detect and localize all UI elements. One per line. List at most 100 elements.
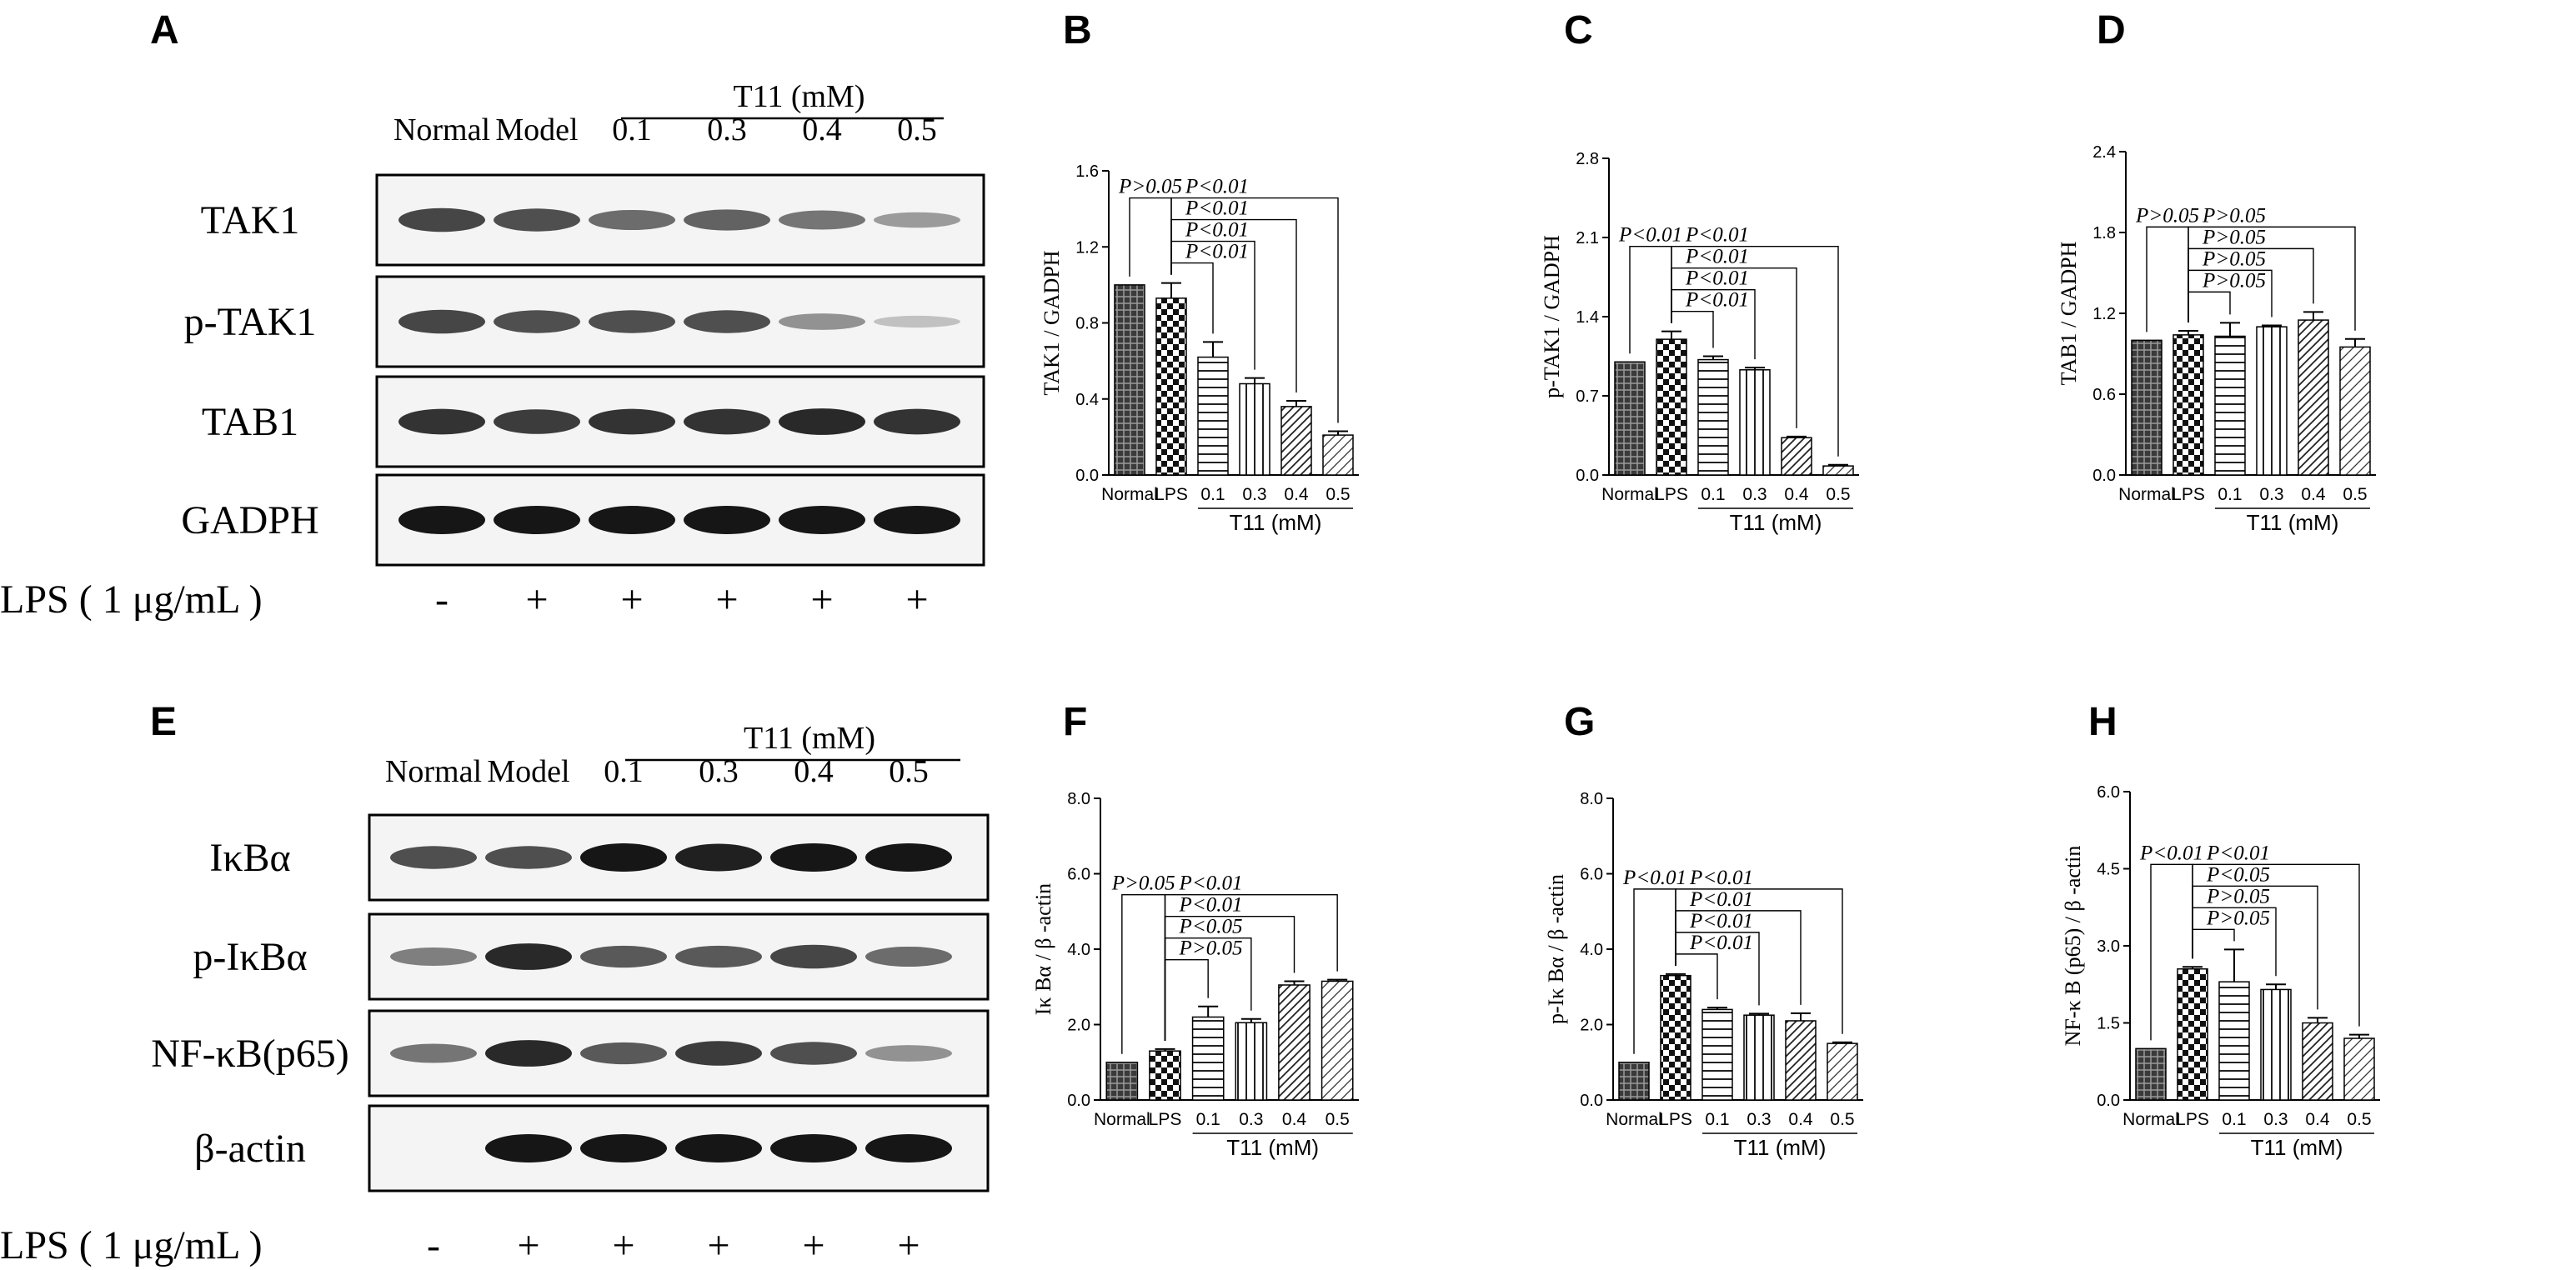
- x-tick-label: 0.1: [2222, 1110, 2246, 1129]
- blot-band: [580, 1134, 667, 1162]
- y-tick-label: 6.0: [1580, 866, 1603, 884]
- bar-0.5: [1822, 465, 1854, 476]
- x-tick-label: 0.5: [2347, 1110, 2371, 1129]
- y-tick-label: 4.0: [1067, 941, 1090, 959]
- y-tick-label: 2.0: [1067, 1017, 1090, 1035]
- bar-0.5: [1827, 1042, 1858, 1101]
- panel-letter: E: [150, 700, 177, 744]
- blot-band: [865, 946, 952, 968]
- y-axis-label: NF-κ B (p65) / β -actin: [2061, 846, 2085, 1047]
- x-tick-label: 0.3: [2263, 1110, 2288, 1129]
- blot-band: [485, 943, 572, 970]
- y-axis-label: Iκ Bα / β -actin: [1031, 883, 1055, 1015]
- blot-row-label: NF-κB(p65): [151, 1032, 349, 1076]
- significance-bracket: [1671, 245, 1839, 457]
- bar-normal: [2131, 339, 2163, 476]
- blot-band: [589, 209, 675, 231]
- blot-band: [398, 506, 485, 534]
- significance-label: P<0.01: [1689, 910, 1753, 932]
- x-tick-label: Normal: [2118, 485, 2175, 504]
- significance-bracket: [2192, 863, 2360, 1027]
- blot-row-label: TAB1: [202, 400, 298, 444]
- lane-label: 0.1: [612, 112, 652, 148]
- y-tick-label: 0.0: [2097, 1092, 2120, 1110]
- blot-band: [684, 310, 770, 333]
- blot-band: [865, 1134, 952, 1162]
- blot-band: [675, 945, 762, 968]
- significance-label: P<0.05: [2206, 863, 2270, 886]
- x-tick-label: LPS: [2176, 1110, 2209, 1129]
- blot-band: [390, 846, 477, 869]
- x-tick-label: 0.3: [1242, 485, 1266, 504]
- blot-band: [494, 409, 580, 434]
- bar-0.1: [1701, 1008, 1733, 1101]
- blot-band: [770, 843, 857, 872]
- treatment-sign: +: [620, 578, 643, 622]
- bar-0.5: [2339, 346, 2371, 476]
- significance-label: P>0.05: [2202, 248, 2266, 270]
- panel-letter: A: [150, 8, 179, 52]
- x-tick-label: 0.5: [2343, 485, 2367, 504]
- treatment-group-label: T11 (mM): [744, 721, 875, 756]
- treatment-sign: +: [802, 1223, 824, 1268]
- significance-bracket: [2188, 226, 2356, 331]
- group-label: T11 (mM): [1226, 1135, 1319, 1160]
- blot-panel-a: A T11 (mM) Normal Model 0.1 0.3 0.4 0.5 TAK1 p-TA…: [0, 8, 985, 622]
- bar-0.3: [1743, 1014, 1775, 1101]
- chart-f: F 0.0 2.0 4.0 6.0 8.0 Iκ Bα / β -actin NormalLP…: [1031, 700, 1359, 1160]
- y-tick-label: 2.1: [1576, 229, 1599, 248]
- significance-label: P<0.01: [1685, 268, 1749, 290]
- panel-letter: D: [2097, 8, 2126, 52]
- blot-band: [494, 310, 580, 333]
- lane-label: 0.5: [897, 112, 937, 148]
- group-label: T11 (mM): [2251, 1135, 2343, 1160]
- bar-0.1: [1191, 1016, 1225, 1101]
- blot-band: [398, 208, 485, 232]
- bar-0.1: [1697, 358, 1729, 476]
- y-tick-label: 4.5: [2097, 861, 2120, 879]
- blot-band: [779, 408, 865, 435]
- lane-label: Model: [487, 754, 569, 789]
- y-tick-label: 1.4: [1576, 308, 1599, 327]
- x-tick-label: 0.1: [1701, 485, 1725, 504]
- blot-row-label: p-TAK1: [184, 300, 317, 344]
- x-tick-label: 0.5: [1326, 485, 1350, 504]
- y-tick-label: 0.0: [1580, 1092, 1603, 1110]
- blot-row: TAK1: [201, 173, 985, 267]
- blot-band: [390, 1043, 477, 1063]
- y-tick-label: 1.8: [2092, 224, 2116, 242]
- bar-lps: [1656, 338, 1687, 476]
- significance-bracket: [1164, 893, 1338, 1041]
- group-label: T11 (mM): [1730, 510, 1822, 535]
- treatment-sign: +: [897, 1223, 920, 1268]
- x-tick-label: 0.5: [1830, 1110, 1854, 1129]
- treatment-sign: -: [427, 1223, 440, 1268]
- bar-lps: [2173, 334, 2204, 476]
- blot-row: NF-κB(p65): [151, 1009, 990, 1098]
- y-tick-label: 4.0: [1580, 941, 1603, 959]
- bar-0.4: [2302, 1022, 2333, 1101]
- x-tick-label: Normal: [1094, 1110, 1150, 1129]
- x-tick-label: Normal: [2122, 1110, 2179, 1129]
- x-tick-label: 0.4: [2301, 485, 2326, 504]
- blot-row-label: GADPH: [181, 498, 318, 542]
- significance-label: P<0.01: [1179, 872, 1243, 895]
- significance-label: P<0.01: [1685, 224, 1749, 247]
- x-tick-label: 0.5: [1826, 485, 1850, 504]
- bar-0.4: [1278, 984, 1311, 1101]
- blot-band: [874, 506, 960, 534]
- significance-label: P<0.01: [1618, 224, 1682, 247]
- blot-band: [874, 315, 960, 328]
- y-tick-label: 1.2: [2092, 305, 2116, 323]
- significance-label: P<0.01: [1685, 289, 1749, 312]
- x-tick-label: LPS: [1149, 1110, 1182, 1129]
- treatment-label: LPS ( 1 μg/mL ): [0, 1223, 263, 1268]
- treatment-sign: +: [525, 578, 548, 622]
- blot-row-label: p-IκBα: [193, 935, 307, 979]
- bar-0.1: [1197, 356, 1229, 476]
- x-tick-label: 0.4: [1282, 1110, 1307, 1129]
- y-tick-label: 0.6: [2092, 386, 2116, 404]
